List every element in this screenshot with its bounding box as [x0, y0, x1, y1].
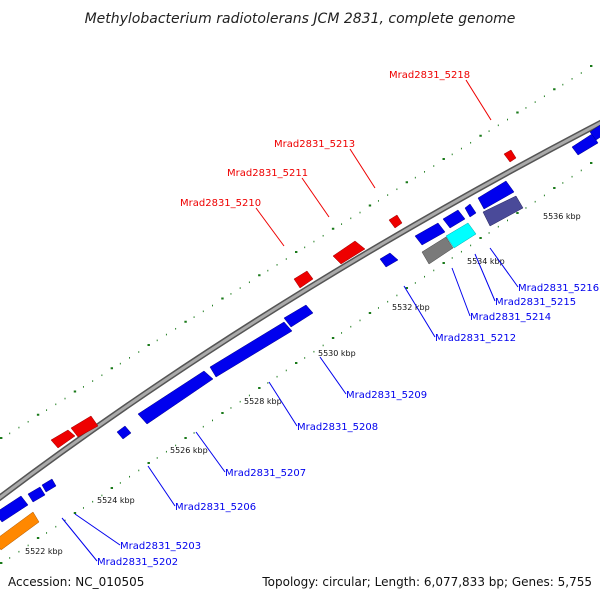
gene-reverse[interactable]	[209, 321, 293, 378]
feature-gray[interactable]	[421, 236, 454, 265]
other-features	[0, 195, 524, 551]
gene-reverse[interactable]	[477, 180, 515, 210]
gene-reverse[interactable]	[571, 133, 599, 156]
summary-text: Topology: circular; Length: 6,077,833 bp…	[261, 575, 592, 589]
gene-forward[interactable]	[388, 214, 403, 229]
tick-label: 5532 kbp	[392, 303, 430, 312]
kbp-tick-labels: 5522 kbp 5524 kbp 5526 kbp 5528 kbp 5530…	[25, 212, 581, 556]
gene-forward[interactable]	[332, 240, 366, 265]
gene-label-reverse[interactable]: Mrad2831_5216	[518, 283, 599, 294]
gene-label-reverse[interactable]: Mrad2831_5208	[297, 422, 378, 433]
gene-label-reverse[interactable]: Mrad2831_5206	[175, 502, 256, 513]
gene-label-forward[interactable]: Mrad2831_5211	[227, 168, 308, 179]
gene-forward[interactable]	[293, 270, 314, 289]
gene-reverse[interactable]	[464, 203, 477, 218]
gene-reverse[interactable]	[442, 209, 466, 229]
gene-label-forward[interactable]: Mrad2831_5213	[274, 139, 355, 150]
gene-reverse[interactable]	[137, 370, 214, 425]
gene-reverse[interactable]	[27, 486, 46, 503]
tick-label: 5522 kbp	[25, 547, 63, 556]
tick-label: 5526 kbp	[170, 446, 208, 455]
gene-reverse[interactable]	[283, 304, 314, 328]
tick-label: 5528 kbp	[244, 397, 282, 406]
tick-label: 5524 kbp	[97, 496, 135, 505]
gene-label-reverse[interactable]: Mrad2831_5209	[346, 390, 427, 401]
gene-forward[interactable]	[503, 149, 517, 163]
forward-gene-labels	[255, 79, 492, 247]
gene-label-reverse[interactable]: Mrad2831_5215	[495, 297, 576, 308]
gene-label-reverse[interactable]: Mrad2831_5203	[120, 541, 201, 552]
forward-genes	[50, 149, 517, 449]
feature-cyan[interactable]	[445, 222, 477, 249]
gene-reverse[interactable]	[589, 123, 600, 141]
gene-forward[interactable]	[70, 415, 99, 438]
gene-reverse[interactable]	[41, 478, 57, 493]
reverse-genes	[0, 123, 600, 523]
map-title: Methylobacterium radiotolerans JCM 2831,…	[85, 11, 516, 27]
gene-label-reverse[interactable]: Mrad2831_5212	[435, 333, 516, 344]
inner-tick-ring	[0, 162, 593, 564]
gene-label-forward[interactable]: Mrad2831_5210	[180, 198, 261, 209]
gene-reverse[interactable]	[414, 222, 446, 246]
tick-label: 5536 kbp	[543, 212, 581, 221]
accession-text: Accession: NC_010505	[8, 575, 144, 589]
gene-reverse[interactable]	[379, 252, 399, 268]
tick-label: 5530 kbp	[318, 349, 356, 358]
tick-label: 5534 kbp	[467, 257, 505, 266]
gene-label-reverse[interactable]: Mrad2831_5214	[470, 312, 551, 323]
gene-reverse[interactable]	[116, 425, 132, 440]
gene-label-reverse[interactable]: Mrad2831_5202	[97, 557, 178, 568]
gene-forward[interactable]	[50, 429, 76, 449]
feature-slate[interactable]	[482, 195, 524, 227]
gene-label-forward[interactable]: Mrad2831_5218	[389, 70, 470, 81]
reverse-gene-labels	[61, 247, 519, 562]
outer-tick-ring	[0, 65, 593, 439]
gene-reverse[interactable]	[0, 495, 29, 523]
gene-label-reverse[interactable]: Mrad2831_5207	[225, 468, 306, 479]
feature-orange[interactable]	[0, 511, 40, 551]
